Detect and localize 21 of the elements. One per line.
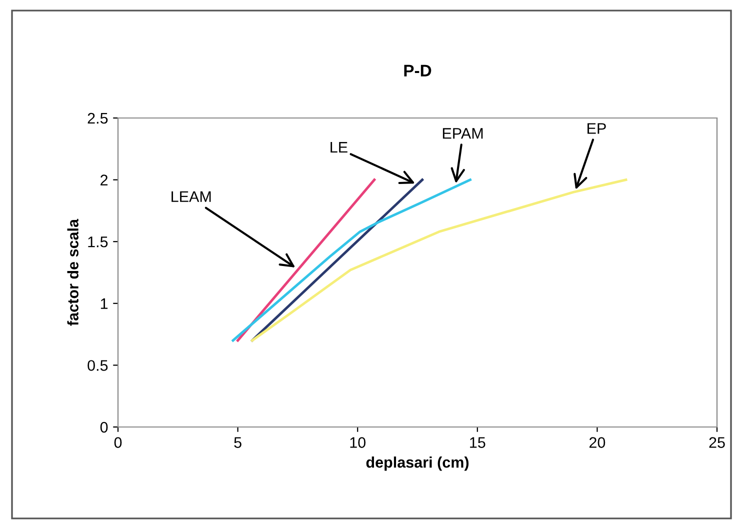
y-tick-label: 1 <box>100 298 108 309</box>
y-tick-label: 1.5 <box>88 236 108 248</box>
y-axis-title: factor de scala <box>67 218 78 326</box>
x-tick-label: 25 <box>709 437 725 448</box>
x-tick-label: 0 <box>114 437 122 448</box>
x-tick-label: 10 <box>350 437 366 448</box>
annotation: LEAM <box>172 191 211 202</box>
line-series <box>250 178 628 342</box>
x-tick-label: 5 <box>234 437 242 448</box>
x-tick-label: 15 <box>470 437 486 448</box>
annotation: LE <box>330 142 348 153</box>
x-tick-label: 20 <box>589 437 606 448</box>
y-tick-label: 2.5 <box>88 112 108 124</box>
chart-title: P-D <box>404 64 432 76</box>
x-axis-title: deplasari (cm) <box>366 456 469 471</box>
annotation: EPAM <box>442 128 483 139</box>
line-series <box>232 178 472 342</box>
y-tick-label: 2 <box>100 174 108 186</box>
y-tick-label: 0 <box>100 422 108 433</box>
y-tick-label: 0.5 <box>88 360 108 371</box>
annotation: EP <box>588 123 606 134</box>
